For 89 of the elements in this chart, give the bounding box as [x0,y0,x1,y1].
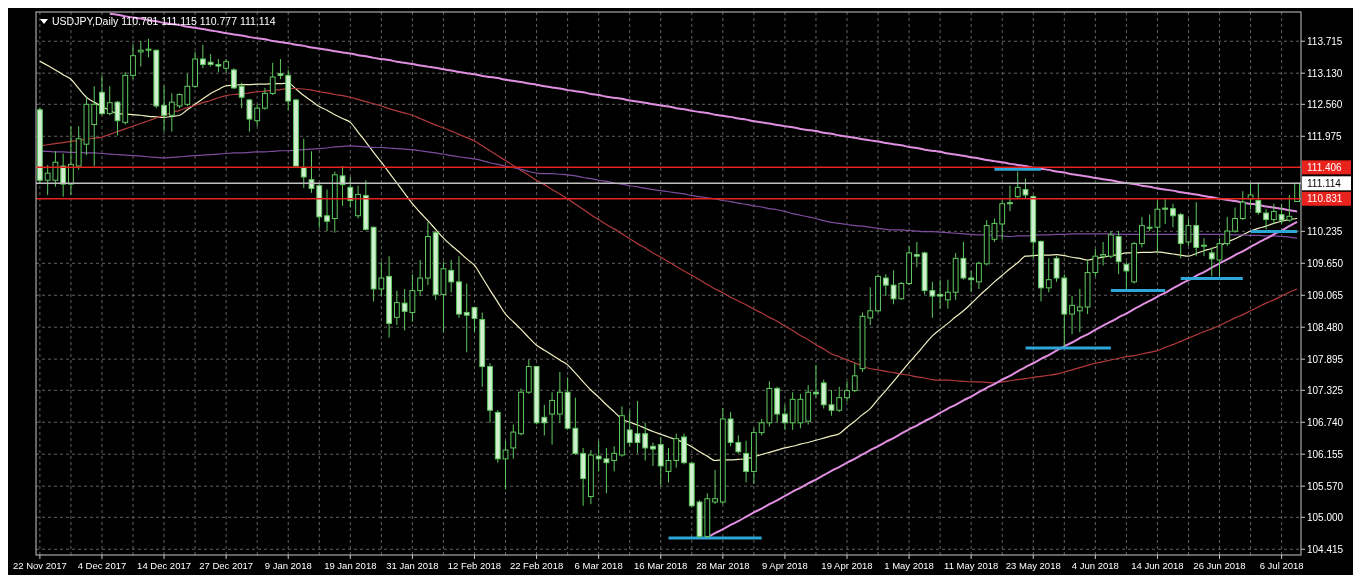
candlestick [1069,295,1075,335]
candlestick [743,440,750,483]
x-tick-label: 4 Dec 2017 [77,560,127,571]
candlestick [199,44,206,69]
candlestick [650,441,656,467]
candlestick [238,81,245,109]
y-tick-label: 107.895 [1307,353,1344,365]
candlestick [976,261,982,290]
x-tick-label: 23 May 2018 [1005,560,1061,571]
y-tick-label: 107.325 [1307,384,1344,396]
y-tick-label: 108.480 [1307,321,1344,333]
x-tick-label: 9 Apr 2018 [761,560,808,571]
candlestick [712,469,718,505]
candlestick [269,62,276,96]
x-tick-label: 9 Jan 2018 [264,560,312,571]
candlestick [130,44,136,80]
candlestick [937,279,944,310]
candlestick [1123,261,1130,290]
candlestick [300,138,307,189]
candlestick [1100,241,1107,266]
candlestick [1170,203,1176,228]
y-tick-label: 113.130 [1307,67,1343,79]
candlestick [262,87,268,111]
x-tick-label: 22 Feb 2018 [509,560,564,571]
candlestick [882,273,889,297]
x-tick-label: 6 Jul 2018 [1259,560,1304,571]
candlestick [448,259,455,293]
x-tick-label: 6 Mar 2018 [574,560,623,571]
candlestick [60,152,67,198]
ref-line-label: 111.406 [1307,161,1343,173]
y-tick-label: 105.570 [1307,480,1344,492]
x-tick-label: 12 Feb 2018 [447,560,502,571]
x-tick-label: 4 Jun 2018 [1071,560,1119,571]
x-tick-label: 11 May 2018 [944,560,999,571]
candlestick [549,391,555,446]
candlestick [1255,181,1262,216]
y-tick-label: 106.740 [1307,416,1344,428]
x-tick-label: 19 Apr 2018 [821,560,873,571]
candlestick [417,259,424,297]
y-tick-label: 112.560 [1307,98,1343,110]
candlestick [68,125,74,196]
candlestick [1162,198,1169,225]
candlestick [782,404,788,431]
candlestick [99,74,105,116]
x-tick-label: 1 May 2018 [884,560,934,571]
candlestick [844,380,850,402]
y-tick-label: 106.155 [1307,448,1344,460]
candlestick [1201,237,1207,257]
ref-line-label: 110.831 [1307,193,1343,205]
candlestick [1139,216,1145,248]
x-tick-label: 31 Jan 2018 [386,560,439,571]
candlestick [944,279,951,310]
candlestick [968,270,975,293]
candlestick [1107,230,1114,259]
candlestick [510,423,517,460]
y-tick-label: 110.235 [1307,225,1343,237]
candlestick [1239,190,1246,221]
candlestick [246,98,253,133]
candlestick [1007,185,1013,212]
candlestick [1263,208,1269,230]
candlestick [393,290,400,326]
candlestick [1076,288,1083,333]
x-tick-label: 28 Mar 2018 [696,560,750,571]
y-tick-label: 104.415 [1307,543,1344,555]
candlestick [324,189,330,232]
y-tick-label: 111.975 [1307,130,1343,142]
candlestick [168,92,175,133]
x-tick-label: 27 Dec 2017 [199,560,254,571]
candlestick [355,185,361,219]
candlestick [254,103,261,127]
candlestick [1045,257,1052,293]
y-tick-label: 105.000 [1307,511,1344,523]
x-tick-label: 14 Jun 2018 [1131,560,1184,571]
candlestick [1232,207,1238,234]
y-tick-label: 113.715 [1307,35,1343,47]
candlestick [611,445,618,472]
candlestick [161,85,167,133]
candlestick [913,241,920,268]
x-tick-label: 26 Jun 2018 [1193,560,1246,571]
y-tick-label: 109.650 [1307,257,1344,269]
y-tick-label: 109.065 [1307,289,1344,301]
candlestick [1270,203,1277,225]
x-tick-label: 22 Nov 2017 [12,560,67,571]
candlestick [851,362,858,393]
x-tick-label: 19 Jan 2018 [324,560,377,571]
x-tick-label: 16 Mar 2018 [634,560,688,571]
ref-line-label: 111.114 [1307,177,1342,189]
candlestick [556,371,563,424]
x-tick-label: 14 Dec 2017 [137,560,191,571]
